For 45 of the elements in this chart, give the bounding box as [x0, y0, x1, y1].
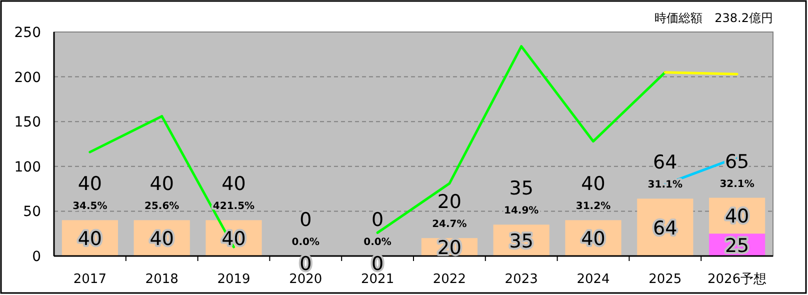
x-tick-label: 2018 — [145, 272, 178, 287]
data-label: 0 — [372, 209, 384, 231]
annotation: 32.1% — [720, 178, 754, 190]
annotation: 0.0% — [364, 237, 392, 248]
total-label: 20 — [437, 191, 462, 214]
x-tick-label: 2019 — [217, 272, 250, 287]
data-label: 40 — [724, 206, 750, 228]
data-label: 35 — [509, 230, 534, 252]
chart-title: 時価総額 238.2億円 — [654, 11, 773, 25]
x-tick-label: 2022 — [432, 272, 466, 287]
x-tick-label: 2017 — [73, 272, 106, 287]
x-tick-label: 2020 — [289, 272, 322, 287]
x-tick-label: 2026予想 — [708, 272, 767, 287]
annotation: 34.5% — [72, 201, 108, 212]
data-label: 64 — [653, 217, 678, 240]
annotation: 421.5% — [212, 201, 255, 212]
data-label: 40 — [150, 228, 174, 250]
annotation: 14.9% — [504, 206, 539, 217]
total-label: 35 — [509, 178, 534, 200]
total-label: 40 — [150, 173, 174, 196]
annotation: 24.7% — [432, 219, 467, 230]
y-tick-label: 250 — [14, 25, 41, 41]
y-tick-label: 150 — [14, 114, 41, 131]
total-label: 65 — [724, 150, 750, 173]
x-tick-label: 2023 — [504, 272, 538, 287]
annotation: 0.0% — [292, 237, 320, 248]
data-label: 20 — [437, 237, 462, 260]
data-label: 0 — [300, 209, 312, 231]
x-tick-label: 2025 — [648, 272, 682, 287]
total-label: 40 — [581, 173, 606, 196]
data-label: 25 — [724, 234, 750, 257]
annotation: 31.1% — [648, 180, 682, 191]
annotation: 31.2% — [576, 201, 611, 212]
x-tick-label: 2021 — [361, 272, 394, 287]
y-tick-label: 200 — [14, 70, 41, 86]
y-tick-label: 100 — [14, 159, 41, 176]
total-label: 40 — [222, 173, 246, 196]
data-label: 40 — [581, 228, 606, 250]
annotation: 25.6% — [144, 201, 180, 212]
y-tick-label: 0 — [32, 249, 41, 265]
data-label: 40 — [78, 228, 102, 250]
x-tick-label: 2024 — [576, 272, 610, 287]
y-tick-label: 50 — [23, 204, 41, 220]
total-label: 40 — [78, 173, 102, 196]
total-label: 64 — [653, 152, 678, 174]
